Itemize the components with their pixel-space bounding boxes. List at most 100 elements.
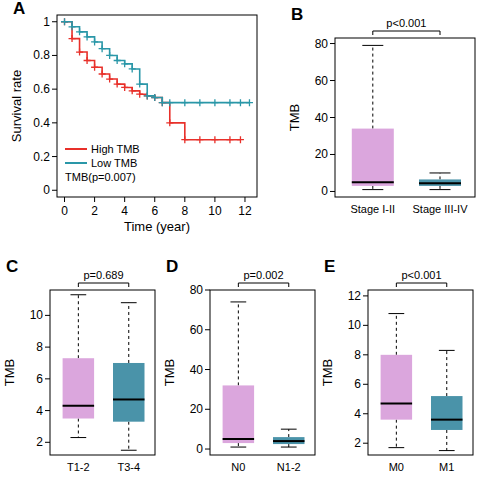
y-tick [45,442,50,443]
censor-mark [84,57,91,64]
x-category-label: N0 [231,461,245,473]
y-tick [52,89,57,90]
y-axis-label: TMB [162,359,177,386]
figure: 00.20.40.60.81Survival rateA024681012Tim… [0,0,480,500]
median [273,440,305,442]
y-axis-label: TMB [2,359,17,386]
x-category-label: Stage I-II [350,203,395,215]
whisker-cap [439,350,455,351]
x-category-label: M0 [389,461,404,473]
y-tick [45,347,50,348]
censor-mark [91,64,98,71]
whisker-cap [230,301,246,302]
x-category-label: M1 [439,461,454,473]
y-tick [205,369,210,370]
significance-bracket [373,31,440,35]
y-tick-label: 80 [190,283,204,297]
annotation: p=0.689 [84,269,124,281]
censor-mark [196,136,203,143]
x-tick-label: 6 [151,204,158,218]
y-tick [205,449,210,450]
whisker-cap [388,313,404,314]
legend: High TMBLow TMBTMB(p=0.007) [65,143,140,183]
y-tick [363,354,368,355]
censor-mark [106,76,113,83]
y-tick-label: 40 [190,363,204,377]
panel-label: E [324,257,335,276]
y-tick [52,21,57,22]
survival-line [65,22,250,103]
y-tick-label: 60 [190,323,204,337]
x-tick-label: 0 [61,204,68,218]
whisker-cap [70,437,86,438]
censor-mark [166,119,173,126]
y-tick [205,329,210,330]
significance-bracket [396,283,446,287]
y-tick-label: 2 [36,435,43,449]
censor-mark [76,49,83,56]
panel: 020406080TMBDN0N1-2p=0.002 [162,257,315,473]
censor-mark [99,70,106,77]
y-tick [363,325,368,326]
y-tick-label: 0.2 [33,150,50,164]
y-tick-label: 20 [315,147,329,161]
whisker-cap [362,45,383,46]
median [381,402,413,404]
x-tick-label: 10 [208,204,222,218]
censor-mark [237,99,244,106]
whisker-cap [70,294,86,295]
legend-label: Low TMB [91,157,137,169]
box [431,396,463,430]
censor-mark [129,87,136,94]
whisker [128,303,129,363]
box [419,179,461,185]
censor-mark [99,45,106,52]
censor-mark [69,23,76,30]
marks [381,314,463,451]
x-tick [64,197,65,202]
censor-mark [151,94,158,101]
whisker-cap [362,189,383,190]
y-tick [52,122,57,123]
y-tick-label: 0 [43,183,50,197]
censor-mark [129,65,136,72]
whisker [78,419,79,438]
y-tick-label: 12 [348,289,362,303]
whisker-cap [121,450,137,451]
x-tick [154,197,155,202]
y-tick [330,191,335,192]
y-tick-label: 8 [36,340,43,354]
whisker [396,314,397,355]
censor-mark [196,99,203,106]
whisker [238,302,239,385]
y-tick-label: 20 [190,402,204,416]
box [352,129,394,186]
legend-swatch [65,162,87,164]
y-tick-label: 10 [30,308,44,322]
whisker [446,350,447,396]
plot-frame [368,290,473,455]
censor-mark [159,99,166,106]
censor-mark [181,136,188,143]
x-tick-label: 8 [181,204,188,218]
y-tick-label: 0 [321,184,328,198]
y-tick-label: 4 [36,404,43,418]
annotation: p=0.002 [244,269,284,281]
annotation: TMB(p=0.007) [65,171,136,183]
panel: 246810TMBCT1-2T3-4p=0.689 [2,257,155,473]
survival-line [65,22,241,140]
censor-mark [226,99,233,106]
box [381,355,413,420]
y-tick [45,315,50,316]
y-tick-label: 40 [315,111,329,125]
whisker-cap [121,302,137,303]
y-tick [330,154,335,155]
panel-label: D [166,257,178,276]
x-tick-label: 4 [121,204,128,218]
x-category-label: T3-4 [117,461,140,473]
panel-label: C [6,257,18,276]
panel: 00.20.40.60.81Survival rateA024681012Tim… [9,0,257,234]
whisker [440,173,441,179]
censor-mark [144,92,151,99]
y-tick-label: 0.4 [33,116,50,130]
